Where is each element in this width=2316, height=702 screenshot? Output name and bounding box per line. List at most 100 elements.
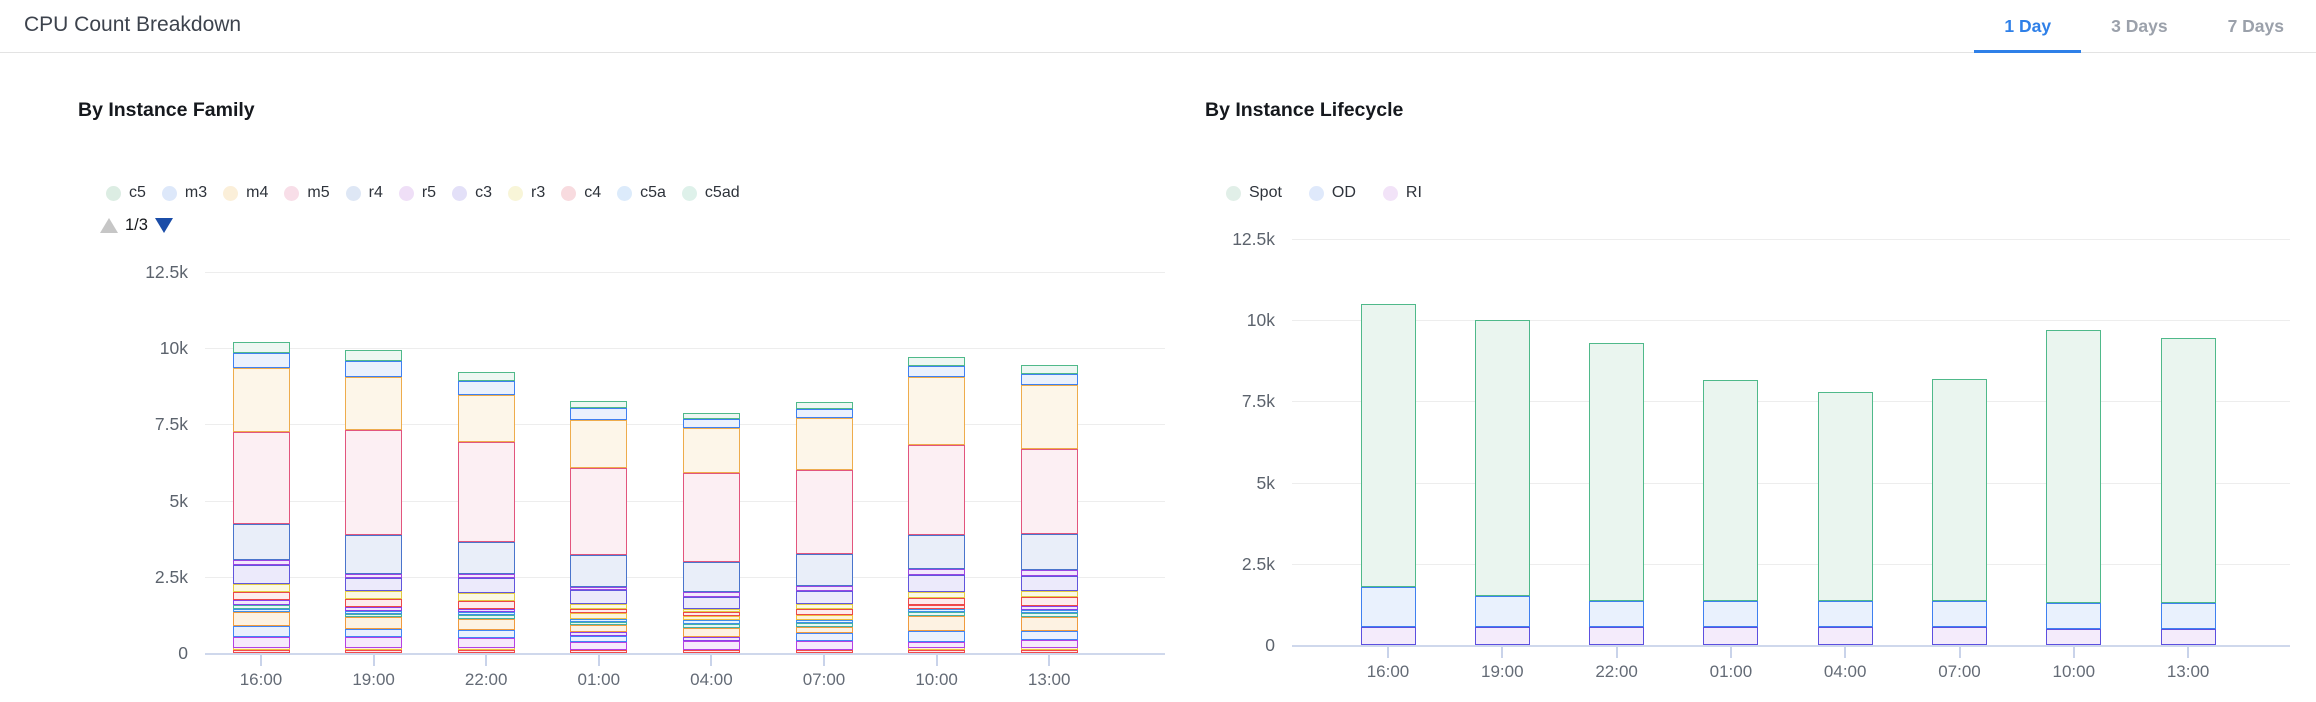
bar-segment-r5[interactable] <box>232 560 290 566</box>
bar-segment-extra-yellow[interactable] <box>1020 647 1078 650</box>
bar-segment-c5[interactable] <box>345 350 403 362</box>
bar-segment-extra-yellow[interactable] <box>570 613 628 620</box>
bar-segment-c5ad[interactable] <box>232 604 290 609</box>
bar-segment-c5a[interactable] <box>232 608 290 613</box>
legend-item-r5[interactable]: r5 <box>398 184 436 202</box>
bar-segment-r4[interactable] <box>232 523 290 561</box>
bar-segment-RI[interactable] <box>2160 628 2216 645</box>
bar-segment-c5a[interactable] <box>345 610 403 614</box>
stacked-bar-16:00[interactable] <box>1360 239 1416 645</box>
bar-segment-extra-magenta[interactable] <box>1020 639 1078 648</box>
bar-segment-extra-magenta[interactable] <box>457 638 515 648</box>
bar-segment-extra-blue[interactable] <box>570 635 628 643</box>
bar-segment-c5ad[interactable] <box>682 624 740 628</box>
bar-segment-OD[interactable] <box>1360 586 1416 628</box>
legend-item-c5a[interactable]: c5a <box>617 184 666 202</box>
bar-segment-c5a[interactable] <box>457 612 515 616</box>
bar-segment-c5[interactable] <box>232 341 290 354</box>
bar-segment-extra-red[interactable] <box>570 649 628 653</box>
bar-segment-OD[interactable] <box>2160 602 2216 629</box>
bar-segment-extra-orange[interactable] <box>1020 617 1078 631</box>
pager-down-icon[interactable] <box>154 218 173 233</box>
bar-segment-m4[interactable] <box>795 418 853 471</box>
bar-segment-c5ad[interactable] <box>345 613 403 618</box>
bar-segment-r3[interactable] <box>908 591 966 598</box>
bar-segment-m5[interactable] <box>908 445 966 536</box>
bar-segment-extra-purple[interactable] <box>682 636 740 642</box>
bar-segment-r5[interactable] <box>795 585 853 591</box>
bar-segment-extra-red[interactable] <box>908 649 966 653</box>
bar-segment-r5[interactable] <box>682 592 740 597</box>
bar-segment-r3[interactable] <box>457 592 515 602</box>
stacked-bar-22:00[interactable] <box>1589 239 1645 645</box>
bar-segment-c4[interactable] <box>570 608 628 614</box>
bar-segment-r4[interactable] <box>345 535 403 575</box>
legend-item-m4[interactable]: m4 <box>223 184 268 202</box>
stacked-bar-07:00[interactable] <box>795 272 853 653</box>
bar-segment-extra-orange[interactable] <box>570 625 628 632</box>
bar-segment-r4[interactable] <box>682 561 740 593</box>
legend-item-RI[interactable]: RI <box>1382 184 1422 202</box>
bar-segment-OD[interactable] <box>1932 601 1987 628</box>
bar-segment-extra-orange[interactable] <box>682 627 740 637</box>
bar-segment-extra-orange[interactable] <box>908 615 966 632</box>
stacked-bar-01:00[interactable] <box>570 272 628 653</box>
bar-segment-extra-blue[interactable] <box>908 631 966 642</box>
bar-segment-c3[interactable] <box>908 575 966 592</box>
bar-segment-c4[interactable] <box>908 597 966 606</box>
bar-segment-c3[interactable] <box>570 590 628 604</box>
bar-segment-c5ad[interactable] <box>570 622 628 626</box>
bar-segment-extra-magenta[interactable] <box>570 642 628 650</box>
bar-segment-extra-orange[interactable] <box>345 617 403 629</box>
bar-segment-Spot[interactable] <box>1474 320 1530 597</box>
bar-segment-c3[interactable] <box>682 596 740 610</box>
bar-segment-m4[interactable] <box>232 368 290 433</box>
stacked-bar-22:00[interactable] <box>457 272 515 653</box>
bar-segment-RI[interactable] <box>1932 627 1987 645</box>
bar-segment-r5[interactable] <box>457 574 515 579</box>
bar-segment-m3[interactable] <box>795 409 853 419</box>
stacked-bar-19:00[interactable] <box>1474 239 1530 645</box>
bar-segment-c5[interactable] <box>570 400 628 409</box>
bar-segment-c5a[interactable] <box>908 609 966 613</box>
bar-segment-extra-magenta[interactable] <box>682 641 740 650</box>
bar-segment-extra-orange[interactable] <box>795 627 853 634</box>
bar-segment-r5[interactable] <box>345 574 403 578</box>
bar-segment-m3[interactable] <box>570 408 628 421</box>
bar-segment-c5a[interactable] <box>1020 609 1078 614</box>
legend-item-c4[interactable]: c4 <box>561 184 601 202</box>
bar-segment-c4[interactable] <box>795 608 853 615</box>
bar-segment-extra-blue[interactable] <box>795 633 853 641</box>
stacked-bar-13:00[interactable] <box>1020 272 1078 653</box>
bar-segment-extra-blue[interactable] <box>232 626 290 637</box>
bar-segment-extra-yellow[interactable] <box>232 647 290 650</box>
bar-segment-c4[interactable] <box>345 599 403 607</box>
bar-segment-extra-purple[interactable] <box>570 631 628 636</box>
bar-segment-c3[interactable] <box>345 577 403 592</box>
bar-segment-m5[interactable] <box>232 432 290 524</box>
bar-segment-c4[interactable] <box>682 612 740 616</box>
legend-item-r3[interactable]: r3 <box>507 184 545 202</box>
bar-segment-c5a[interactable] <box>570 619 628 623</box>
bar-segment-extra-yellow[interactable] <box>682 615 740 621</box>
bar-segment-extra-red[interactable] <box>232 649 290 653</box>
legend-item-c3[interactable]: c3 <box>452 184 492 202</box>
bar-segment-Spot[interactable] <box>2160 338 2216 603</box>
bar-segment-extra-purple[interactable] <box>232 599 290 605</box>
bar-segment-m5[interactable] <box>457 441 515 543</box>
stacked-bar-07:00[interactable] <box>1932 239 1987 645</box>
bar-segment-c3[interactable] <box>1020 575 1078 591</box>
bar-segment-extra-red[interactable] <box>457 649 515 653</box>
bar-segment-m4[interactable] <box>345 376 403 430</box>
bar-segment-m3[interactable] <box>682 418 740 428</box>
bar-segment-c4[interactable] <box>1020 596 1078 607</box>
bar-segment-c4[interactable] <box>457 601 515 609</box>
bar-segment-extra-magenta[interactable] <box>908 641 966 648</box>
bar-segment-extra-red[interactable] <box>682 649 740 653</box>
bar-segment-m4[interactable] <box>1020 385 1078 450</box>
bar-segment-extra-purple[interactable] <box>457 608 515 613</box>
bar-segment-m4[interactable] <box>682 427 740 474</box>
bar-segment-RI[interactable] <box>1474 627 1530 645</box>
stacked-bar-13:00[interactable] <box>2160 239 2216 645</box>
bar-segment-extra-yellow[interactable] <box>795 614 853 621</box>
